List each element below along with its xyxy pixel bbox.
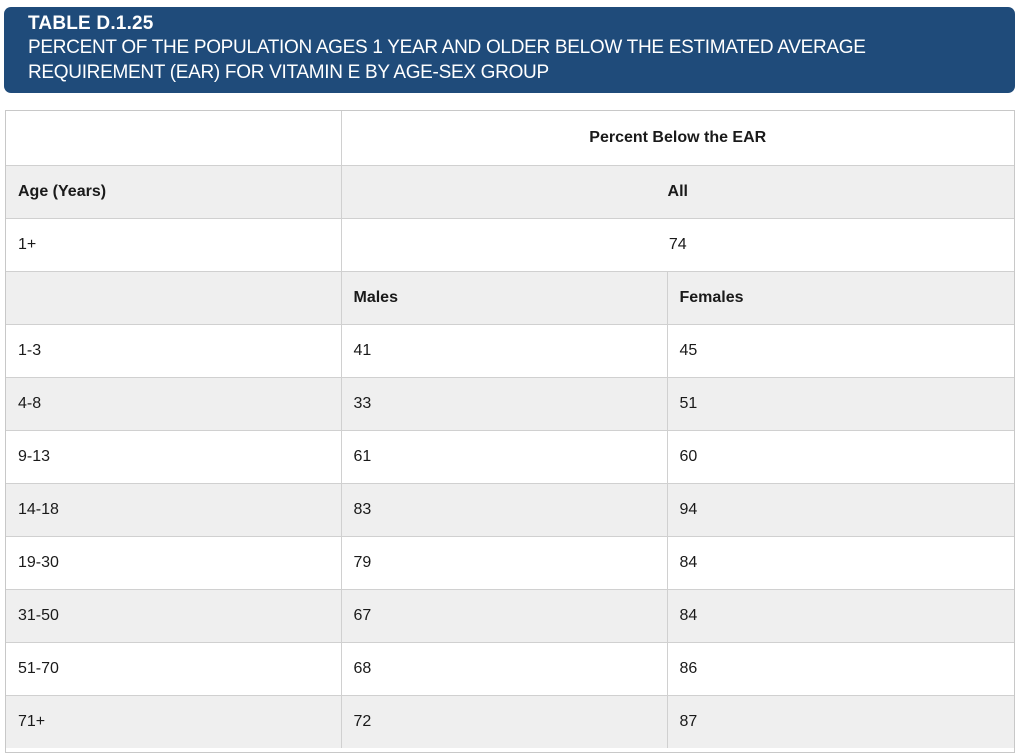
age-cell: 19-30 xyxy=(6,536,342,590)
age-cell: 14-18 xyxy=(6,483,342,537)
header-empty-cell xyxy=(6,111,342,166)
table-row: 31-50 67 84 xyxy=(6,589,1014,643)
table-row: 4-8 33 51 xyxy=(6,377,1014,431)
table-row: 19-30 79 84 xyxy=(6,536,1014,590)
all-header-row: Age (Years) All xyxy=(6,165,1014,219)
females-cell: 84 xyxy=(667,536,1014,590)
males-header: Males xyxy=(341,271,668,325)
table-row: 1-3 41 45 xyxy=(6,324,1014,378)
females-cell: 45 xyxy=(667,324,1014,378)
table-title-line-2: REQUIREMENT (EAR) FOR VITAMIN E BY AGE-S… xyxy=(28,62,549,83)
females-header: Females xyxy=(667,271,1014,325)
sex-header-empty-cell xyxy=(6,271,342,325)
females-cell: 84 xyxy=(667,589,1014,643)
age-cell: 1-3 xyxy=(6,324,342,378)
females-cell: 60 xyxy=(667,430,1014,484)
age-header: Age (Years) xyxy=(6,165,342,219)
age-cell: 9-13 xyxy=(6,430,342,484)
sex-header-row: Males Females xyxy=(6,271,1014,325)
percent-below-ear-header: Percent Below the EAR xyxy=(341,111,1014,166)
all-header: All xyxy=(341,165,1014,219)
all-row-value: 74 xyxy=(341,218,1014,272)
males-cell: 68 xyxy=(341,642,668,696)
males-cell: 41 xyxy=(341,324,668,378)
males-cell: 61 xyxy=(341,430,668,484)
table-title-line-1: PERCENT OF THE POPULATION AGES 1 YEAR AN… xyxy=(28,37,866,58)
all-row-age: 1+ xyxy=(6,218,342,272)
females-cell: 94 xyxy=(667,483,1014,537)
age-cell: 51-70 xyxy=(6,642,342,696)
all-row: 1+ 74 xyxy=(6,218,1014,272)
males-cell: 67 xyxy=(341,589,668,643)
table-row: 14-18 83 94 xyxy=(6,483,1014,537)
females-cell: 87 xyxy=(667,695,1014,748)
title-banner: TABLE D.1.25 PERCENT OF THE POPULATION A… xyxy=(4,7,1015,93)
table-row: 51-70 68 86 xyxy=(6,642,1014,696)
males-cell: 83 xyxy=(341,483,668,537)
table-header-row: Percent Below the EAR xyxy=(6,111,1014,166)
table-row: 9-13 61 60 xyxy=(6,430,1014,484)
females-cell: 51 xyxy=(667,377,1014,431)
males-cell: 79 xyxy=(341,536,668,590)
age-cell: 4-8 xyxy=(6,377,342,431)
data-table: Percent Below the EAR Age (Years) All 1+… xyxy=(5,110,1015,753)
males-cell: 33 xyxy=(341,377,668,431)
table-id: TABLE D.1.25 xyxy=(28,13,154,34)
males-cell: 72 xyxy=(341,695,668,748)
age-cell: 31-50 xyxy=(6,589,342,643)
age-cell: 71+ xyxy=(6,695,342,748)
females-cell: 86 xyxy=(667,642,1014,696)
table-row: 71+ 72 87 xyxy=(6,695,1014,748)
